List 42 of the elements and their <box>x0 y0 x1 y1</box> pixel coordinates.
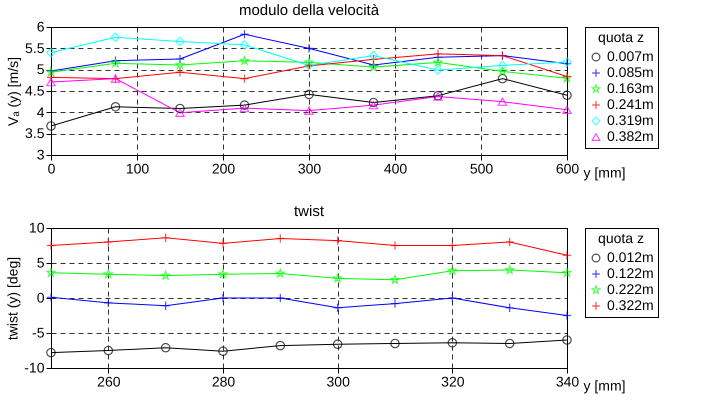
y-tick-label: 6 <box>36 18 45 34</box>
x-tick-label: 300 <box>326 374 350 390</box>
legend-label: 0.012m <box>607 249 654 265</box>
y-tick-label: 4.5 <box>25 82 45 98</box>
x-tick-label: 300 <box>298 160 322 176</box>
x-axis-title: y [mm] <box>584 164 626 180</box>
y-tick-label: 0 <box>36 290 45 306</box>
x-tick-label: 500 <box>470 160 494 176</box>
chart-title: modulo della velocità <box>238 2 380 19</box>
x-tick-label: 400 <box>384 160 408 176</box>
y-tick-label: 4 <box>36 104 45 120</box>
x-tick-label: 600 <box>556 160 580 176</box>
x-axis-title: y [mm] <box>584 378 626 394</box>
legend-label: 0.163m <box>607 80 654 96</box>
legend-label: 0.241m <box>607 96 654 112</box>
x-tick-label: 260 <box>97 374 121 390</box>
x-tick-label: 280 <box>212 374 236 390</box>
y-axis-title: Vₐ (y) [m/s] <box>5 57 22 126</box>
x-tick-label: 340 <box>556 374 580 390</box>
legend-label: 0.085m <box>607 64 654 80</box>
legend-title: quota z <box>598 230 644 246</box>
x-tick-label: 0 <box>48 160 56 176</box>
x-tick-label: 200 <box>212 160 236 176</box>
legend-label: 0.222m <box>607 281 654 297</box>
x-tick-label: 320 <box>441 374 465 390</box>
y-tick-label: 5 <box>36 254 45 270</box>
y-tick-label: -5 <box>32 324 45 340</box>
y-tick-label: 5 <box>36 61 45 78</box>
y-tick-label: 3.5 <box>25 125 45 142</box>
y-axis-title: twist (y) [deg] <box>4 256 20 340</box>
y-tick-label: 5.5 <box>25 40 45 56</box>
legend-label: 0.122m <box>607 265 654 281</box>
y-tick-label: 3 <box>36 146 45 162</box>
legend-label: 0.322m <box>607 297 654 313</box>
y-tick-label: -10 <box>24 360 45 376</box>
legend-label: 0.382m <box>607 128 654 144</box>
y-tick-label: 10 <box>28 220 45 236</box>
chart-title: twist <box>294 203 325 220</box>
legend-label: 0.319m <box>607 112 654 128</box>
legend-label: 0.007m <box>607 48 654 64</box>
x-tick-label: 100 <box>126 160 150 176</box>
legend-title: quota z <box>598 29 644 45</box>
